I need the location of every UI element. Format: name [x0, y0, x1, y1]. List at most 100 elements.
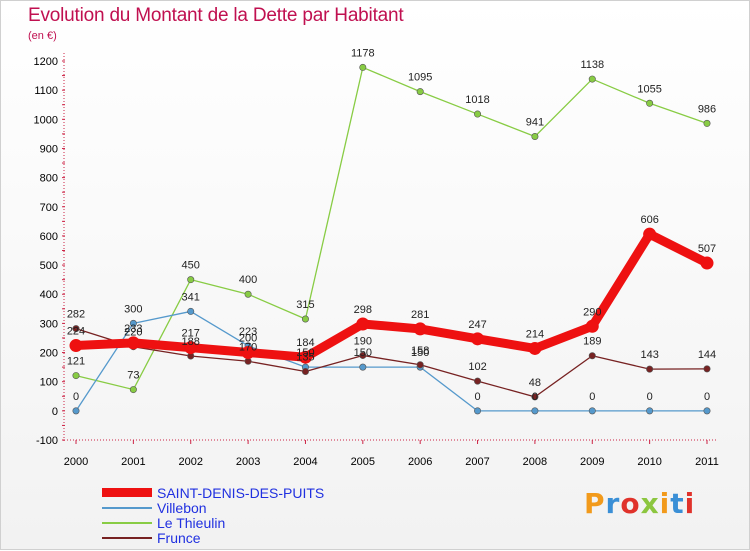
data-point	[72, 325, 80, 333]
x-tick-label: 2007	[465, 456, 489, 468]
data-label: 144	[698, 349, 716, 361]
brand-letter: P	[584, 487, 606, 520]
x-tick-label: 2004	[293, 456, 317, 468]
data-point	[416, 361, 424, 369]
data-point	[416, 88, 424, 96]
data-point	[531, 133, 539, 141]
data-label: 190	[354, 335, 372, 347]
legend-swatch	[102, 488, 152, 497]
data-label: 1138	[580, 59, 604, 71]
data-label: 1018	[465, 94, 489, 106]
data-label: 507	[698, 243, 716, 255]
brand-letter: o	[620, 487, 641, 520]
y-tick-label: 200	[40, 348, 58, 360]
data-point	[244, 290, 252, 298]
data-point	[703, 365, 711, 373]
data-point	[585, 319, 599, 333]
data-point	[474, 110, 482, 118]
data-label: 143	[640, 349, 658, 361]
x-tick-label: 2003	[236, 456, 260, 468]
data-point	[646, 407, 654, 415]
data-point	[359, 363, 367, 371]
data-point	[471, 332, 485, 346]
data-label: 0	[474, 391, 480, 403]
data-point	[129, 319, 137, 327]
data-label: 290	[583, 306, 601, 318]
data-point	[588, 407, 596, 415]
data-label: 0	[704, 391, 710, 403]
data-point	[359, 63, 367, 71]
data-label: 247	[468, 319, 486, 331]
data-label: 941	[526, 117, 544, 129]
data-label: 0	[73, 391, 79, 403]
data-point	[301, 315, 309, 323]
data-label: 214	[526, 328, 544, 340]
data-label: 315	[296, 299, 314, 311]
data-point	[643, 227, 657, 241]
brand-letter: i	[659, 487, 671, 520]
data-point	[129, 386, 137, 394]
y-tick-label: 900	[40, 143, 58, 155]
y-tick-label: 700	[40, 202, 58, 214]
data-point	[528, 341, 542, 355]
legend-label: Le Thieulin	[157, 514, 226, 531]
x-tick-label: 2006	[408, 456, 432, 468]
x-tick-label: 2009	[580, 456, 604, 468]
x-tick-label: 2010	[637, 456, 661, 468]
x-tick-label: 2000	[64, 456, 88, 468]
y-tick-label: 1200	[34, 56, 58, 68]
y-tick-label: 400	[40, 289, 58, 301]
data-label: 102	[468, 361, 486, 373]
data-label: 158	[411, 345, 429, 357]
y-tick-label: 600	[40, 231, 58, 243]
series-line-2	[75, 66, 708, 391]
data-label: 1055	[637, 83, 661, 95]
data-point	[474, 407, 482, 415]
data-label: 282	[67, 309, 85, 321]
data-point	[298, 350, 312, 364]
data-label: 223	[239, 326, 257, 338]
y-tick-label: 0	[52, 406, 58, 418]
data-label: 170	[239, 341, 257, 353]
brand-letter: r	[605, 487, 621, 520]
data-label: 1095	[408, 72, 432, 84]
data-point	[413, 322, 427, 336]
data-point	[703, 407, 711, 415]
data-point	[646, 99, 654, 107]
data-label: 121	[67, 356, 85, 368]
data-label: 0	[647, 391, 653, 403]
data-label: 400	[239, 274, 257, 286]
legend-label: Frunce	[157, 529, 201, 546]
data-point	[301, 367, 309, 375]
data-label: 450	[182, 260, 200, 272]
legend-swatch	[102, 506, 152, 509]
data-point	[72, 372, 80, 380]
data-label: 188	[182, 336, 200, 348]
data-point	[588, 75, 596, 83]
data-label: 341	[182, 291, 200, 303]
data-point	[187, 276, 195, 284]
data-label: 606	[640, 214, 658, 226]
data-label: 1178	[351, 47, 375, 59]
data-point	[356, 317, 370, 331]
chart-title: Evolution du Montant de la Dette par Hab…	[28, 5, 404, 26]
data-point	[474, 377, 482, 385]
data-point	[359, 351, 367, 359]
data-label: 150	[411, 347, 429, 359]
data-label: 0	[589, 391, 595, 403]
legend-item-saint-denis: SAINT-DENIS-DES-PUITS	[102, 485, 324, 500]
legend-swatch	[102, 521, 152, 524]
series-line-3	[75, 327, 708, 398]
data-point	[187, 307, 195, 315]
data-point	[72, 407, 80, 415]
brand-logo: Proxiti	[584, 487, 695, 520]
data-point	[69, 339, 83, 353]
data-label: 220	[124, 327, 142, 339]
x-tick-label: 2002	[178, 456, 202, 468]
data-label: 189	[583, 336, 601, 348]
data-label: 298	[354, 304, 372, 316]
x-tick-label: 2005	[351, 456, 375, 468]
data-point	[531, 407, 539, 415]
data-label: 224	[67, 326, 85, 338]
